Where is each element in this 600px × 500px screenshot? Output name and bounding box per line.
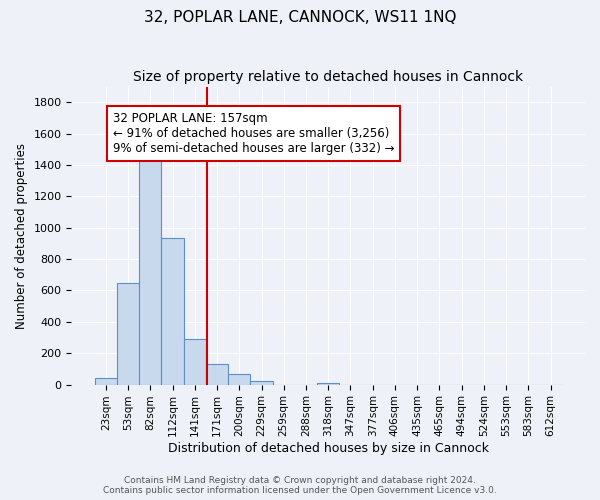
Bar <box>95 378 117 384</box>
Text: Contains HM Land Registry data © Crown copyright and database right 2024.
Contai: Contains HM Land Registry data © Crown c… <box>103 476 497 495</box>
X-axis label: Distribution of detached houses by size in Cannock: Distribution of detached houses by size … <box>168 442 489 455</box>
Bar <box>206 364 228 384</box>
Bar <box>161 238 184 384</box>
Y-axis label: Number of detached properties: Number of detached properties <box>15 142 28 328</box>
Bar <box>250 382 272 384</box>
Text: 32 POPLAR LANE: 157sqm
← 91% of detached houses are smaller (3,256)
9% of semi-d: 32 POPLAR LANE: 157sqm ← 91% of detached… <box>113 112 394 154</box>
Title: Size of property relative to detached houses in Cannock: Size of property relative to detached ho… <box>133 70 523 84</box>
Bar <box>228 374 250 384</box>
Bar <box>117 282 139 384</box>
Bar <box>317 383 340 384</box>
Text: 32, POPLAR LANE, CANNOCK, WS11 1NQ: 32, POPLAR LANE, CANNOCK, WS11 1NQ <box>144 10 456 25</box>
Bar <box>184 339 206 384</box>
Bar <box>139 154 161 384</box>
